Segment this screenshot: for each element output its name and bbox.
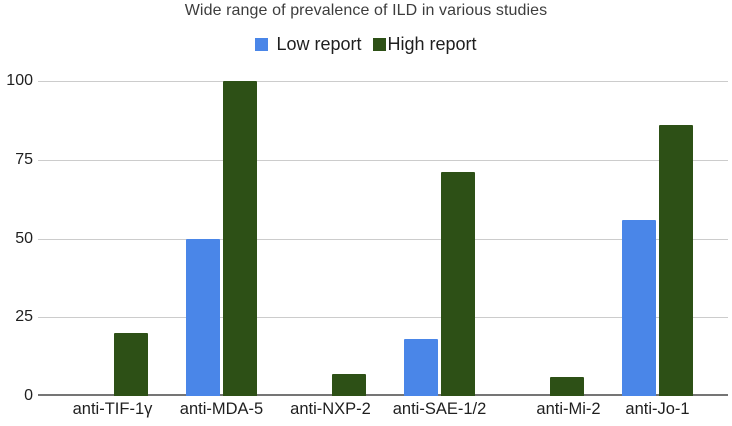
x-category-label: anti-Mi-2: [536, 400, 601, 418]
x-category-label: anti-NXP-2: [290, 400, 371, 418]
x-category-label: anti-TIF-1γ: [72, 400, 153, 418]
bar-group: [494, 81, 603, 396]
x-axis-line: [38, 394, 728, 396]
bar-group: [603, 81, 712, 396]
bar-groups: [38, 81, 728, 396]
gridline: [38, 159, 728, 161]
x-category-label: anti-MDA-5: [179, 400, 264, 418]
gridline: [38, 317, 728, 319]
bar-high-report: [550, 377, 584, 396]
bar-high-report: [659, 125, 693, 396]
gridline: [38, 81, 728, 82]
bar-low-report: [186, 238, 220, 396]
bar-low-report: [404, 339, 438, 396]
legend-swatch-low-report-icon: [255, 38, 269, 51]
legend-label-high-report: High report: [387, 34, 477, 54]
bar-high-report: [114, 333, 148, 396]
x-category-label: anti-Jo-1: [625, 400, 690, 418]
y-tick-label: 50: [15, 229, 33, 247]
y-tick-label: 75: [15, 150, 33, 168]
legend-swatch-high-report-icon: [372, 38, 386, 51]
y-tick-label: 25: [15, 308, 33, 326]
legend-item-high-report: High report: [372, 34, 477, 55]
bar-group: [58, 81, 167, 396]
y-tick-label: 100: [6, 72, 33, 89]
gridline: [38, 238, 728, 240]
x-category-label: anti-SAE-1/2: [392, 400, 487, 418]
x-axis-labels: anti-TIF-1γ anti-MDA-5 anti-NXP-2 anti-SAE-…: [38, 400, 728, 419]
legend-label-low-report: Low report: [276, 34, 362, 54]
bar-group: [385, 81, 494, 396]
bar-high-report: [441, 172, 475, 396]
bar-high-report: [223, 81, 257, 396]
y-tick-label: 0: [24, 387, 33, 404]
bar-group: [276, 81, 385, 396]
bar-group: [167, 81, 276, 396]
legend-item-low-report: Low report: [255, 34, 362, 55]
plot-area: [38, 81, 728, 396]
y-axis-labels: 0 25 50 75 100: [0, 0, 33, 426]
chart-title: Wide range of prevalence of ILD in vario…: [184, 2, 548, 19]
legend: Low report High report: [0, 34, 732, 55]
bar-low-report: [622, 219, 656, 396]
bar-high-report: [332, 373, 366, 396]
